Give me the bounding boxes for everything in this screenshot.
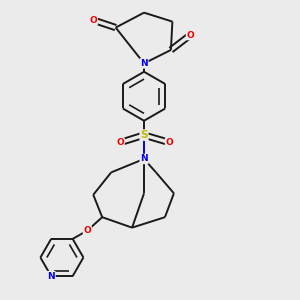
Text: O: O — [166, 138, 173, 147]
Text: N: N — [47, 272, 55, 280]
Text: O: O — [89, 16, 97, 25]
Text: N: N — [140, 154, 148, 164]
Text: O: O — [83, 226, 91, 235]
Text: O: O — [116, 138, 124, 147]
Text: N: N — [140, 59, 148, 68]
Text: O: O — [186, 31, 194, 40]
Text: S: S — [140, 130, 148, 140]
